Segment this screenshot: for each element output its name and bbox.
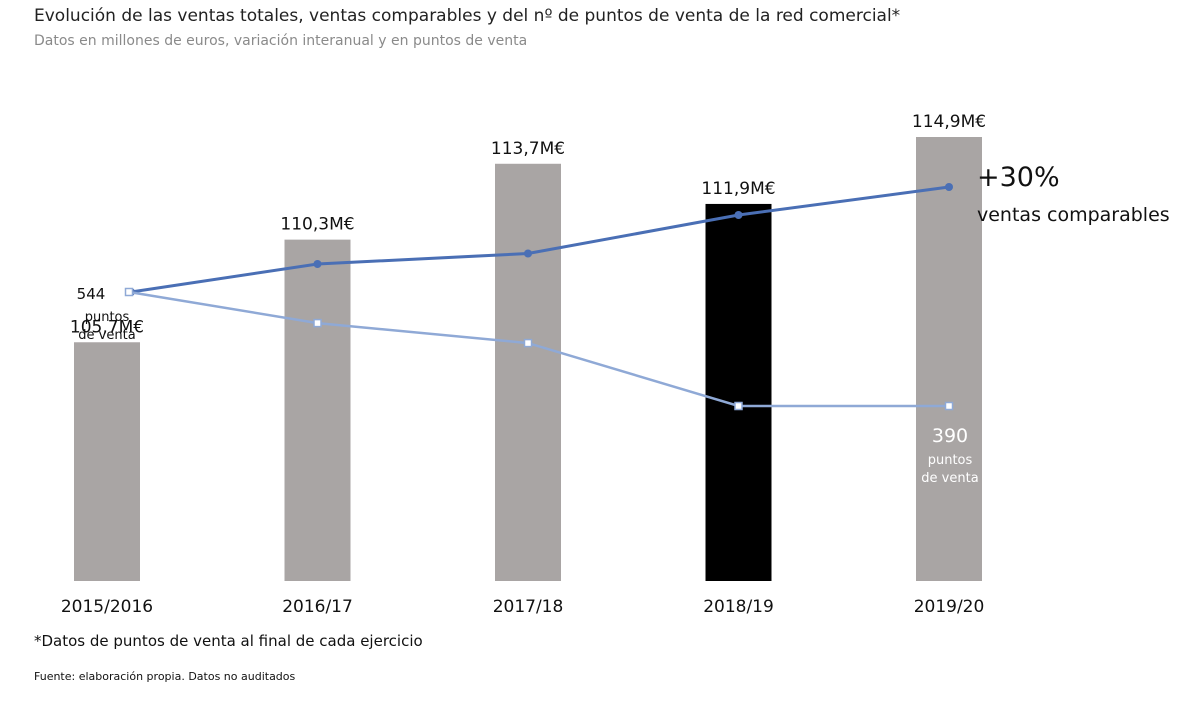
stores-point: [523, 338, 533, 348]
bar-value-label: 105,7M€: [70, 317, 144, 337]
stores-point: [124, 287, 134, 297]
bar-3: [705, 203, 772, 581]
bar-1: [284, 239, 351, 581]
footnote: *Datos de puntos de venta al final de ca…: [34, 632, 423, 650]
chart-subtitle: Datos en millones de euros, variación in…: [34, 33, 528, 49]
comparable-sales-point: [313, 260, 322, 268]
category-label: 2018/19: [703, 597, 774, 617]
comparable-sales-point: [945, 183, 953, 191]
annotations-group: +30% ventas comparables 544 puntos de venta 3…: [77, 162, 1170, 486]
stores-end-label: puntos: [928, 453, 973, 468]
bars-group: [74, 137, 982, 581]
category-labels-group: 2015/2016 2016/17 2017/18 2018/19 2019/20: [61, 597, 984, 617]
bar-labels-group: 105,7M€ 110,3M€ 113,7M€ 111,9M€ 114,9M€: [70, 112, 986, 337]
bar-value-label: 111,9M€: [701, 179, 775, 199]
comparable-sales-point: [734, 211, 743, 219]
stores-start-label: puntos: [85, 310, 130, 325]
stores-end-value: 390: [932, 425, 968, 447]
category-label: 2019/20: [914, 597, 985, 617]
category-label: 2017/18: [493, 597, 564, 617]
stores-start-value: 544: [77, 285, 106, 303]
category-label: 2015/2016: [61, 597, 153, 617]
bar-4: [916, 137, 982, 581]
stores-end-label: de venta: [921, 471, 978, 486]
source-note: Fuente: elaboración propia. Datos no aud…: [34, 670, 296, 683]
category-label: 2016/17: [282, 597, 353, 617]
bar-2: [495, 163, 561, 581]
stores-point: [734, 401, 743, 411]
bar-0: [74, 342, 140, 581]
stores-point: [313, 318, 322, 328]
bar-value-label: 114,9M€: [912, 112, 986, 132]
bar-value-label: 113,7M€: [491, 139, 565, 159]
comparable-growth-label: ventas comparables: [977, 204, 1170, 226]
comparable-growth-value: +30%: [977, 162, 1060, 193]
chart-title: Evolución de las ventas totales, ventas …: [34, 6, 901, 26]
bar-value-label: 110,3M€: [280, 215, 354, 235]
lines-group: [124, 183, 954, 411]
stores-start-label: de venta: [78, 328, 135, 343]
stores-point: [944, 401, 954, 411]
comparable-sales-point: [524, 249, 532, 258]
